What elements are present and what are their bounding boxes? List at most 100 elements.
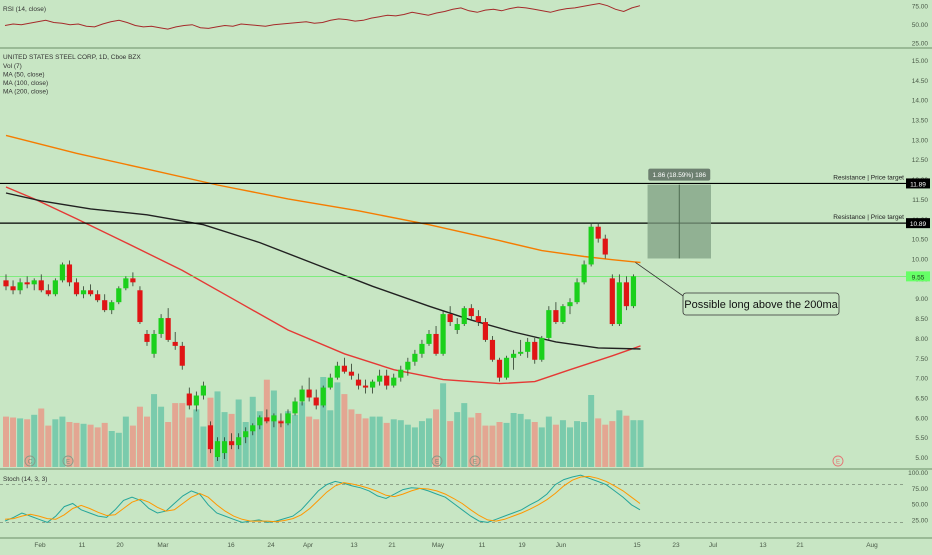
volume-bar — [538, 427, 545, 467]
price-axis-tick: 6.50 — [915, 396, 928, 403]
candle-body — [567, 302, 573, 307]
candle-body — [179, 345, 185, 366]
candle-body — [419, 343, 425, 354]
event-marker-label: E — [435, 460, 439, 466]
time-axis-label: May — [432, 542, 445, 549]
volume-bar — [426, 418, 432, 467]
volume-bar — [151, 394, 158, 467]
candle-body — [574, 282, 580, 303]
volume-bar — [630, 420, 637, 467]
volume-bar — [496, 422, 503, 467]
candle-body — [214, 441, 221, 458]
volume-bar — [256, 411, 263, 467]
price-axis-tick: 13.00 — [912, 137, 929, 144]
instrument-title: UNITED STATES STEEL CORP, 1D, Cboe BZX — [3, 54, 141, 61]
event-marker-label: E — [66, 460, 70, 466]
volume-bar — [390, 419, 397, 467]
candle-body — [496, 359, 503, 378]
candle-body — [616, 282, 622, 325]
candle-body — [377, 375, 383, 382]
rsi-axis-tick: 25.00 — [912, 40, 929, 47]
volume-bar — [108, 431, 115, 467]
candle-body — [278, 421, 284, 424]
candle-body — [327, 377, 333, 388]
candle-body — [475, 316, 481, 323]
volume-bar — [376, 416, 383, 467]
volume-bar — [609, 421, 616, 467]
volume-bar — [172, 403, 179, 467]
volume-bar — [369, 416, 376, 467]
volume-bar — [299, 402, 306, 467]
stoch-k-line — [4, 474, 641, 523]
volume-bar — [59, 416, 66, 467]
volume-bar — [503, 422, 510, 467]
price-axis-tick: 10.00 — [912, 257, 929, 264]
candle-body — [250, 425, 256, 432]
candle-body — [243, 431, 249, 438]
candle-body — [200, 385, 206, 396]
time-axis-label: 13 — [350, 542, 358, 549]
candle-body — [355, 379, 362, 386]
price-tag-label: 9.55 — [912, 274, 925, 281]
volume-bar — [595, 418, 602, 467]
candle-body — [560, 306, 566, 323]
price-tag — [906, 178, 930, 189]
volume-bar — [285, 411, 291, 467]
volume-bar — [397, 420, 404, 467]
price-axis-tick: 14.50 — [912, 78, 929, 85]
volume-bar — [482, 425, 489, 467]
rsi-line — [4, 2, 641, 30]
volume-bar — [440, 383, 447, 467]
candle-body — [264, 417, 270, 422]
moving-average-line — [5, 192, 641, 350]
price-axis-tick: 10.50 — [912, 237, 929, 244]
volume-bar — [418, 421, 425, 467]
candle-body — [482, 322, 488, 340]
price-axis-tick: 7.00 — [915, 376, 928, 383]
candle-body — [17, 282, 23, 291]
volume-bar — [87, 424, 94, 467]
volume-bar — [122, 416, 129, 467]
volume-bar — [193, 409, 200, 467]
candle-body — [532, 341, 538, 360]
rsi-axis-tick: 50.00 — [912, 22, 929, 29]
volume-bar — [214, 391, 221, 467]
candle-body — [10, 286, 16, 291]
candle-body — [447, 314, 453, 323]
time-axis-label: 24 — [267, 542, 275, 549]
volume-bar — [3, 416, 9, 467]
volume-bar — [158, 406, 165, 467]
price-tag — [906, 218, 930, 229]
legend-entry: Vol (7) — [3, 63, 22, 70]
price-axis-tick: 8.00 — [915, 336, 928, 343]
price-axis-tick: 5.00 — [915, 455, 928, 462]
callout-text: Possible long above the 200ma — [684, 299, 838, 311]
volume-bar — [320, 377, 327, 467]
rsi-axis-tick: 75.00 — [912, 4, 929, 11]
candle-body — [95, 294, 101, 301]
candle-body — [73, 282, 80, 295]
candle-body — [151, 333, 157, 354]
event-marker — [431, 455, 443, 467]
time-axis-label: 15 — [633, 542, 641, 549]
candle-body — [24, 282, 30, 285]
time-axis-label: Apr — [303, 542, 314, 549]
candle-body — [130, 278, 136, 283]
volume-bar — [52, 419, 59, 467]
candle-body — [546, 310, 552, 338]
candle-body — [525, 341, 531, 352]
volume-bar — [411, 427, 418, 467]
volume-bar — [94, 427, 101, 467]
callout-pointer — [635, 262, 687, 299]
volume-bar — [616, 410, 623, 467]
candle-body — [320, 387, 326, 406]
candle-body — [165, 318, 171, 340]
volume-bar — [24, 419, 31, 467]
candle-body — [257, 417, 263, 426]
candle-body — [193, 395, 199, 406]
candle-body — [31, 280, 37, 285]
volume-bar — [80, 423, 87, 467]
volume-bar — [341, 394, 348, 467]
